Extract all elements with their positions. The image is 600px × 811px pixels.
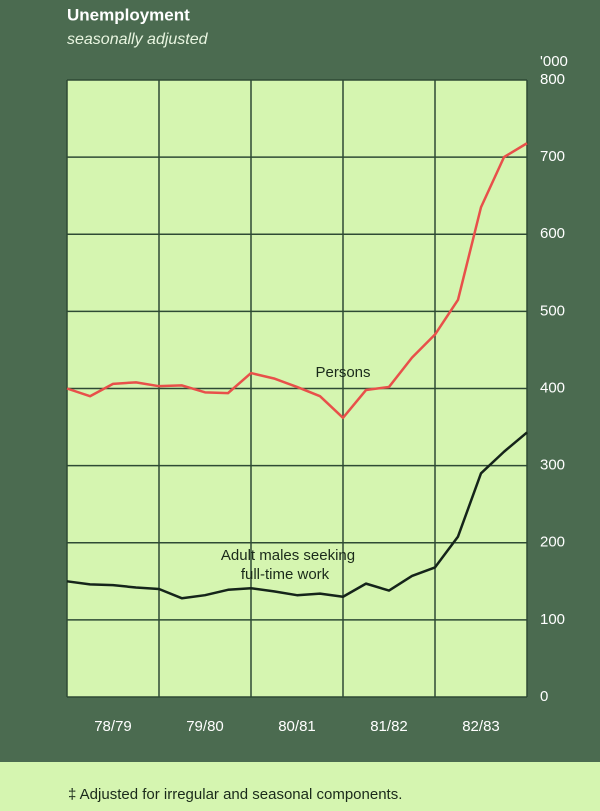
y-tick-label: 800	[540, 71, 565, 88]
y-tick-label: 200	[540, 534, 565, 551]
y-tick-label: 300	[540, 457, 565, 474]
y-tick-label: 400	[540, 379, 565, 396]
y-tick-label: 700	[540, 148, 565, 165]
chart-subtitle: seasonally adjusted	[67, 31, 209, 48]
x-tick-label: 80/81	[278, 718, 316, 735]
footnote-strip	[0, 762, 600, 811]
y-tick-label: 500	[540, 302, 565, 319]
line-series	[66, 142, 528, 420]
x-tick-label: 78/79	[94, 718, 132, 735]
y-tick-label: 0	[540, 688, 548, 705]
y-tick-label: 100	[540, 611, 565, 628]
x-tick-label: 79/80	[186, 718, 224, 735]
y-tick-label: 600	[540, 225, 565, 242]
series-label: Persons	[315, 364, 370, 381]
footnote: ‡ Adjusted for irregular and seasonal co…	[68, 786, 402, 803]
x-tick-label: 82/83	[462, 718, 500, 735]
series-label: Adult males seeking	[221, 547, 355, 564]
series-label: full-time work	[241, 566, 330, 583]
line-series	[66, 431, 528, 600]
chart-title: Unemployment	[67, 5, 190, 24]
y-unit: '000	[540, 53, 568, 70]
x-tick-label: 81/82	[370, 718, 408, 735]
